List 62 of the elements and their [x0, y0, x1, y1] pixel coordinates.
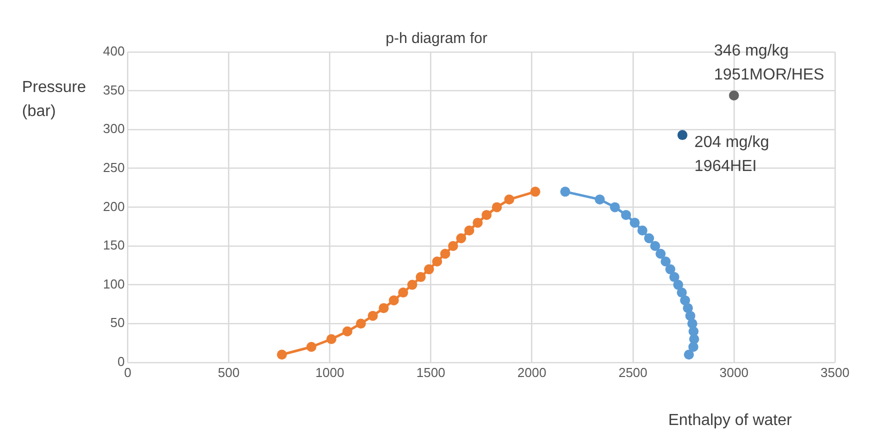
y-tick-label: 50 — [110, 315, 125, 330]
point — [398, 288, 408, 298]
y-tick-label: 100 — [102, 276, 125, 292]
y-tick-label: 250 — [102, 160, 125, 175]
point — [677, 130, 688, 140]
chart-title: p-h diagram for — [386, 30, 488, 47]
point — [610, 202, 620, 212]
point — [682, 303, 693, 314]
point — [448, 241, 458, 251]
point — [665, 264, 676, 274]
point — [594, 194, 605, 204]
point — [504, 194, 514, 204]
point — [676, 288, 687, 298]
x-tick-label: 3500 — [820, 364, 850, 380]
point — [368, 310, 378, 321]
point — [637, 225, 648, 236]
point — [306, 342, 316, 352]
x-tick-label: 500 — [218, 364, 240, 380]
y-axis-title: Pressure (bar) — [22, 78, 86, 122]
annotation: 204 mg/kg 1964HEI — [694, 134, 770, 176]
point — [673, 280, 684, 290]
point — [656, 248, 666, 259]
point — [276, 350, 287, 360]
point — [432, 256, 442, 267]
point — [728, 90, 739, 100]
point — [560, 186, 570, 197]
point — [378, 303, 389, 314]
point — [388, 295, 399, 306]
annotation: 346 mg/kg 1951MOR/HES — [714, 42, 824, 84]
point — [416, 272, 426, 282]
point — [356, 318, 366, 329]
x-tick-label: 3000 — [719, 364, 748, 380]
point — [530, 186, 540, 197]
x-tick-label: 1000 — [315, 364, 344, 380]
point — [424, 264, 434, 274]
y-tick-label: 400 — [102, 44, 125, 59]
point — [630, 218, 640, 228]
point — [326, 334, 336, 344]
x-axis-title: Enthalpy of water — [667, 412, 793, 430]
y-tick-label: 200 — [102, 198, 125, 214]
point — [644, 233, 654, 244]
point — [472, 218, 483, 228]
point — [492, 202, 502, 212]
point — [456, 233, 466, 244]
point — [464, 225, 474, 236]
point — [440, 248, 450, 259]
point — [660, 256, 671, 267]
y-tick-label: 300 — [102, 121, 125, 136]
point — [684, 350, 694, 360]
point — [342, 326, 352, 336]
x-tick-label: 2000 — [517, 364, 546, 380]
point — [482, 210, 492, 220]
point — [669, 272, 680, 282]
point — [407, 280, 418, 290]
y-tick-label: 0 — [117, 354, 125, 369]
x-tick-label: 2500 — [618, 364, 648, 380]
y-tick-label: 150 — [102, 238, 125, 253]
point — [650, 241, 660, 251]
point — [680, 295, 690, 306]
point — [621, 210, 632, 220]
y-tick-label: 350 — [102, 82, 125, 98]
x-tick-label: 1500 — [416, 364, 446, 380]
